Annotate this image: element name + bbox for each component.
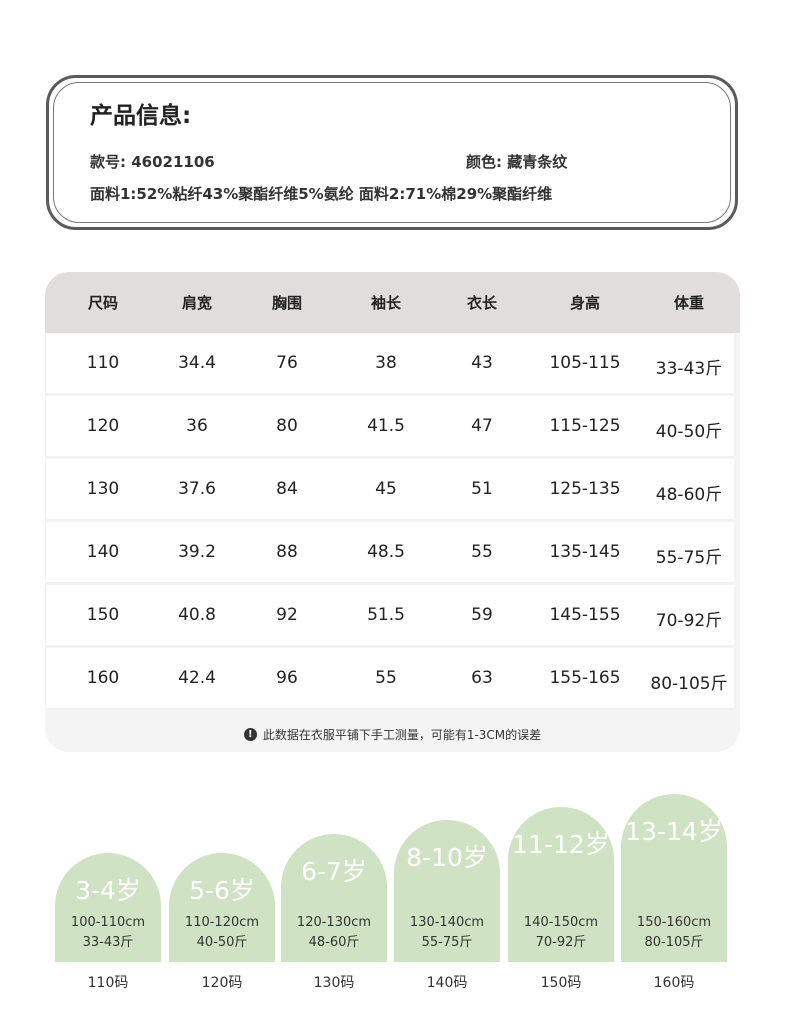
height-range: 130-140cm (409, 915, 485, 930)
table-row: 110 34.4 76 38 43 105-115 33-43斤 (46, 333, 734, 395)
table-cell: 39.2 (178, 542, 216, 562)
color-info: 颜色: 藏青条纹 (466, 153, 568, 171)
info-title: 产品信息: (90, 103, 192, 129)
age-card: 6-7岁 120-130cm 48-60斤 (281, 834, 387, 962)
column-header: 胸围 (271, 294, 302, 312)
table-cell: 88 (276, 542, 298, 562)
table-cell: 45 (375, 479, 397, 499)
table-cell: 48.5 (367, 542, 405, 562)
age-range: 5-6岁 (189, 876, 255, 905)
column-header: 尺码 (87, 294, 118, 312)
age-card: 13-14岁 150-160cm 80-105斤 (621, 794, 727, 962)
info-border (46, 75, 738, 230)
weight-range: 70-92斤 (535, 935, 587, 950)
size-label: 120码 (201, 975, 243, 991)
measurement-note: ! 此数据在衣服平铺下手工测量，可能有1-3CM的误差 (45, 716, 740, 752)
table-cell: 115-125 (549, 416, 621, 436)
table-cell: 105-115 (549, 353, 621, 373)
size-label: 110码 (87, 975, 129, 991)
age-card: 3-4岁 100-110cm 33-43斤 (55, 853, 161, 962)
height-range: 100-110cm (70, 915, 146, 930)
table-cell: 120 (86, 416, 120, 436)
table-cell: 55 (375, 668, 397, 688)
info-inner-border (53, 82, 731, 223)
column-header: 袖长 (370, 294, 401, 312)
age-range: 13-14岁 (625, 817, 723, 846)
weight-range: 55-75斤 (421, 935, 473, 950)
column-header: 体重 (673, 294, 704, 312)
exclamation-circle-icon: ! (243, 727, 257, 741)
table-cell: 38 (375, 353, 397, 373)
table-cell: 47 (471, 416, 493, 436)
age-range: 6-7岁 (301, 857, 367, 886)
weight-range: 40-50斤 (196, 935, 248, 950)
table-row: 130 37.6 84 45 51 125-135 48-60斤 (46, 459, 734, 521)
table-cell: 40-50斤 (655, 421, 723, 442)
note-text: 此数据在衣服平铺下手工测量，可能有1-3CM的误差 (262, 727, 542, 742)
table-header: 尺码 肩宽 胸围 袖长 衣长 身高 体重 (45, 272, 740, 333)
table-cell: 96 (276, 668, 298, 688)
weight-range: 48-60斤 (308, 935, 360, 950)
table-cell: 51.5 (367, 605, 405, 625)
table-cell: 130 (86, 479, 120, 499)
table-cell: 160 (86, 668, 120, 688)
fabric-info: 面料1:52%粘纤43%聚酯纤维5%氨纶 面料2:71%棉29%聚酯纤维 (90, 185, 553, 203)
size-label: 160码 (653, 975, 695, 991)
age-range: 11-12岁 (512, 830, 610, 859)
table-cell: 41.5 (367, 416, 405, 436)
table-cell: 43 (471, 353, 493, 373)
table-cell: 80 (276, 416, 298, 436)
column-header: 身高 (569, 294, 600, 312)
height-range: 110-120cm (184, 915, 260, 930)
age-range: 3-4岁 (75, 876, 141, 905)
table-cell: 63 (471, 668, 493, 688)
size-label: 150码 (540, 975, 582, 991)
weight-range: 33-43斤 (82, 935, 134, 950)
column-header: 肩宽 (181, 294, 212, 312)
table-cell: 37.6 (178, 479, 216, 499)
table-cell: 140 (86, 542, 120, 562)
table-cell: 40.8 (178, 605, 216, 625)
table-cell: 84 (276, 479, 298, 499)
age-card: 11-12岁 140-150cm 70-92斤 (508, 807, 614, 962)
table-cell: 42.4 (178, 668, 216, 688)
table-cell: 55-75斤 (655, 547, 723, 568)
table-row: 160 42.4 96 55 63 155-165 80-105斤 (46, 648, 734, 710)
table-cell: 34.4 (178, 353, 216, 373)
table-row: 150 40.8 92 51.5 59 145-155 70-92斤 (46, 585, 734, 647)
table-cell: 55 (471, 542, 493, 562)
table-cell: 36 (186, 416, 208, 436)
table-row: 120 36 80 41.5 47 115-125 40-50斤 (46, 396, 734, 458)
table-cell: 33-43斤 (655, 358, 723, 379)
table-cell: 76 (276, 353, 298, 373)
size-table: 尺码 肩宽 胸围 袖长 衣长 身高 体重 ! 此数据在衣服平铺下手工测量，可能有1-3CM的… (45, 272, 740, 752)
table-cell: 92 (276, 605, 298, 625)
table-cell: 110 (86, 353, 120, 373)
table-cell: 145-155 (549, 605, 621, 625)
table-row: 140 39.2 88 48.5 55 135-145 55-75斤 (46, 522, 734, 584)
age-card: 5-6岁 110-120cm 40-50斤 (169, 853, 275, 962)
height-range: 120-130cm (296, 915, 372, 930)
height-range: 150-160cm (636, 915, 712, 930)
column-header: 衣长 (466, 294, 497, 312)
table-cell: 150 (86, 605, 120, 625)
size-label: 140码 (426, 975, 468, 991)
table-cell: 59 (471, 605, 493, 625)
size-label: 130码 (313, 975, 355, 991)
table-cell: 51 (471, 479, 493, 499)
age-card: 8-10岁 130-140cm 55-75斤 (394, 820, 500, 962)
table-cell: 80-105斤 (650, 673, 728, 694)
weight-range: 80-105斤 (644, 935, 704, 950)
table-cell: 125-135 (549, 479, 621, 499)
table-cell: 135-145 (549, 542, 621, 562)
table-cell: 70-92斤 (655, 610, 723, 631)
height-range: 140-150cm (523, 915, 599, 930)
table-cell: 48-60斤 (655, 484, 723, 505)
style-number: 款号: 46021106 (90, 153, 215, 171)
table-cell: 155-165 (549, 668, 621, 688)
age-range: 8-10岁 (406, 843, 488, 872)
